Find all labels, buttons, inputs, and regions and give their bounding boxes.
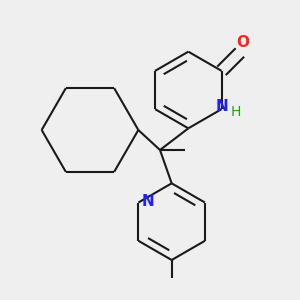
Text: N: N <box>141 194 154 209</box>
Text: H: H <box>230 105 241 119</box>
Text: N: N <box>216 99 229 114</box>
Text: O: O <box>236 35 249 50</box>
